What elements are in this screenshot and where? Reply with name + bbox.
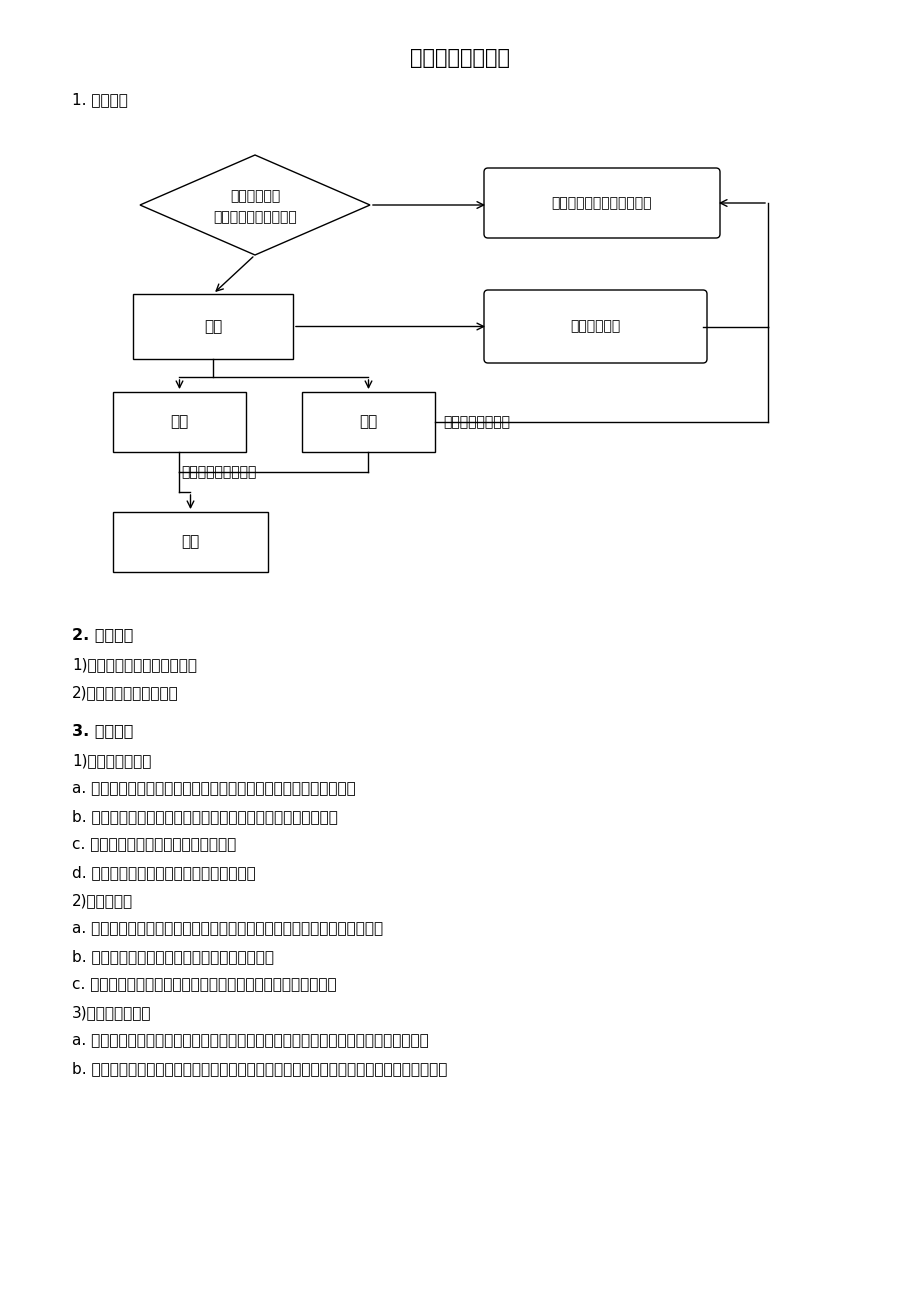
- Text: 编制巡检计划: 编制巡检计划: [230, 189, 279, 203]
- Text: c. 室外箱站，杆上变台每月检查二次；: c. 室外箱站，杆上变台每月检查二次；: [72, 837, 236, 853]
- Text: 1)定期性巡视检查: 1)定期性巡视检查: [72, 754, 152, 768]
- Text: 1)目测、耳听、鼻闻、触摸；: 1)目测、耳听、鼻闻、触摸；: [72, 658, 197, 673]
- Text: d. 室外架空线路，电缆线路每月检查一次。: d. 室外架空线路，电缆线路每月检查一次。: [72, 866, 255, 880]
- Text: 东沽、港区供电分公司负责: 东沽、港区供电分公司负责: [551, 197, 652, 210]
- Text: 1. 作业流程: 1. 作业流程: [72, 92, 128, 108]
- Text: a. 有人值班的变电所，每班至少检查一次，每次操作后应检查一次；: a. 有人值班的变电所，每班至少检查一次，每次操作后应检查一次；: [72, 781, 356, 797]
- Text: 记录: 记录: [181, 535, 199, 549]
- Text: c. 监视直流系统电压、绝缘，以保证设备及保护动作的可靠性。: c. 监视直流系统电压、绝缘，以保证设备及保护动作的可靠性。: [72, 978, 336, 992]
- Text: 3. 巡检分类: 3. 巡检分类: [72, 724, 133, 738]
- Text: （时间、地点、路线）: （时间、地点、路线）: [213, 210, 297, 224]
- Text: 相关班组执行: 相关班组执行: [570, 319, 620, 333]
- Text: 正常: 正常: [170, 414, 188, 430]
- Text: b. 无人值班的变电所，每天检查一次，每周进行一次夜间检查；: b. 无人值班的变电所，每天检查一次，每周进行一次夜间检查；: [72, 810, 337, 824]
- Text: a. 新投运的设备、检修后的设备和带缺陷异常运行的设备，要适当增加巡视检查次数；: a. 新投运的设备、检修后的设备和带缺陷异常运行的设备，要适当增加巡视检查次数；: [72, 1034, 428, 1048]
- Text: 电气装置巡视检查: 电气装置巡视检查: [410, 48, 509, 68]
- Text: 不具备条件的上报: 不具备条件的上报: [443, 415, 509, 428]
- Text: 异常: 异常: [359, 414, 377, 430]
- Bar: [113, 392, 245, 452]
- Text: 3)特殊性巡视检查: 3)特殊性巡视检查: [72, 1005, 152, 1021]
- Text: b. 遇特殊天气（大风、大雾、大雪、冰雹、寒潮、雷雨、闪电、高温等）时，要适当增加巡: b. 遇特殊天气（大风、大雾、大雪、冰雹、寒潮、雷雨、闪电、高温等）时，要适当增…: [72, 1061, 447, 1077]
- Text: 具备条件的现场处理: 具备条件的现场处理: [181, 465, 256, 479]
- Text: 2. 巡检方法: 2. 巡检方法: [72, 628, 133, 642]
- Bar: [113, 512, 267, 572]
- Text: 2)经常性监视: 2)经常性监视: [72, 893, 133, 909]
- Bar: [133, 294, 292, 359]
- Bar: [301, 392, 435, 452]
- Text: 2)利用仪器、仪表检测。: 2)利用仪器、仪表检测。: [72, 685, 178, 700]
- Text: a. 监视各级母线电压、频率，主变有载分接头位置，投切电容器、电抗器；: a. 监视各级母线电压、频率，主变有载分接头位置，投切电容器、电抗器；: [72, 922, 382, 936]
- Text: b. 监视各线路、主变压器的潮流，防止过负荷；: b. 监视各线路、主变压器的潮流，防止过负荷；: [72, 949, 274, 965]
- Text: 巡检: 巡检: [204, 319, 221, 335]
